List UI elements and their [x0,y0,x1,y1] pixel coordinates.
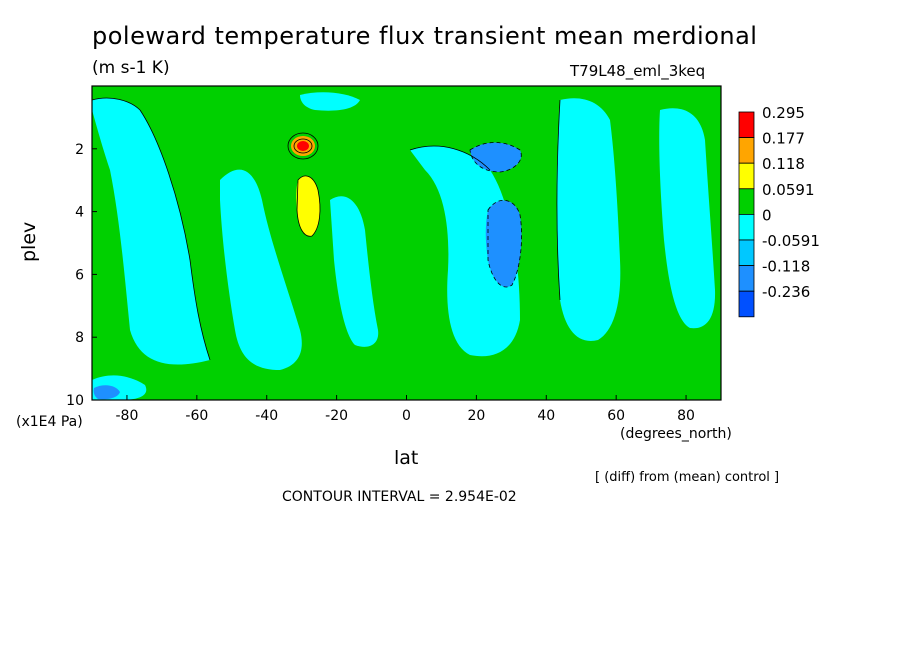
x-tick-label: -80 [116,408,139,424]
units-label: (m s-1 K) [92,58,170,78]
colorbar-label: -0.118 [762,258,810,276]
colorbar-swatch [738,111,755,139]
colorbar-label: -0.0591 [762,232,820,250]
x-tick-label: 0 [402,408,411,424]
contour-interval: CONTOUR INTERVAL = 2.954E-02 [282,489,517,505]
x-tick-label: 20 [467,408,485,424]
colorbar-label: -0.236 [762,283,810,301]
x-units-label: (degrees_north) [620,426,732,442]
y-tick-label: 2 [75,142,84,158]
colorbar-swatch [738,290,755,318]
x-tick-label: -20 [325,408,348,424]
y-tick-label: 6 [75,267,84,283]
colorbar-label: 0.295 [762,104,805,122]
colorbar: 0.295 0.177 0.118 0.0591 0 -0.0591 -0.118 -0.23… [738,104,820,318]
colorbar-label: 0.0591 [762,181,815,199]
experiment-label: T79L48_eml_3keq [570,62,706,80]
y-axis-label: plev [18,221,40,262]
x-axis-label: lat [394,447,419,469]
y-tick-label: 10 [66,393,84,409]
colorbar-label: 0 [762,206,772,224]
x-tick-label: -60 [185,408,208,424]
y-tick-label: 8 [75,330,84,346]
colorbar-label: 0.177 [762,130,805,148]
x-axis: -80 -60 -40 -20 0 20 40 60 80 [116,395,695,424]
colorbar-label: 0.118 [762,155,805,173]
y-tick-label: 4 [75,205,84,221]
colorbar-swatch [738,239,755,267]
x-tick-label: 60 [607,408,625,424]
x-tick-label: 80 [677,408,695,424]
chart-title: poleward temperature flux transient mean… [92,22,758,50]
colorbar-swatch [738,162,755,190]
y-axis: 2 4 6 8 10 [66,142,97,409]
x-tick-label: -40 [255,408,278,424]
colorbar-swatch [738,265,755,292]
y-units-label: (x1E4 Pa) [16,414,83,430]
colorbar-swatch [738,188,755,215]
colorbar-swatch [738,137,755,164]
x-tick-label: 40 [537,408,555,424]
colorbar-swatch [738,213,755,241]
diff-note: [ (diff) from (mean) control ] [595,470,780,485]
contour-field [92,86,721,400]
